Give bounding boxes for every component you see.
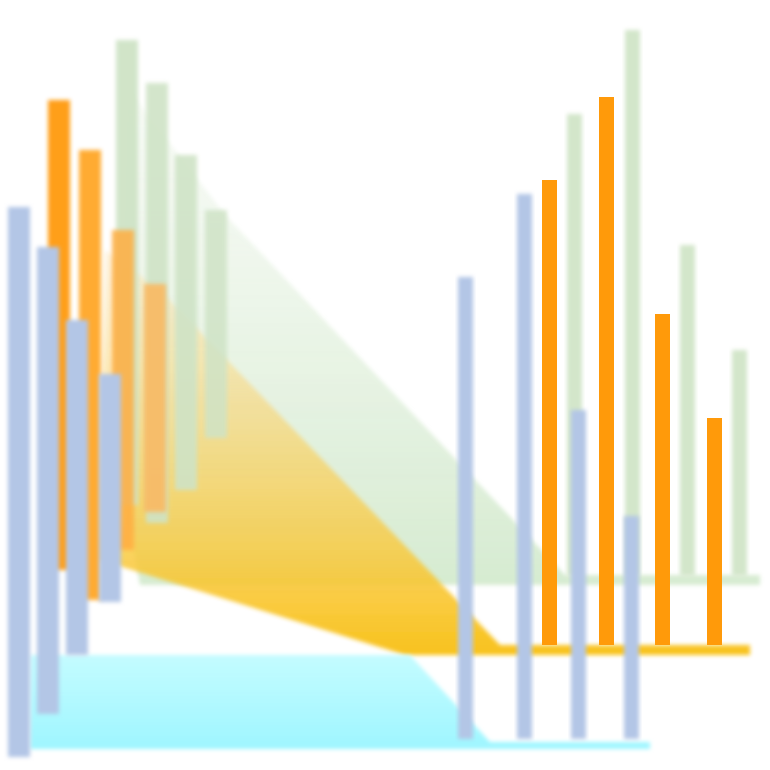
left-green-bar-3	[175, 155, 197, 490]
left-blue-bar-1	[8, 207, 30, 757]
right-green-bar-4	[732, 350, 747, 576]
right-blue-bar-1	[458, 277, 473, 739]
right-green-bar-2	[625, 30, 640, 576]
left-green-bar-4	[205, 210, 227, 438]
right-orange-bar-2	[599, 97, 614, 645]
right-blue-bar-4	[624, 516, 639, 739]
right-orange-bar-4	[707, 418, 722, 645]
right-orange-bar-3	[655, 314, 670, 645]
orange-perspective-band	[100, 250, 750, 655]
right-orange-bar-1	[542, 180, 557, 645]
left-blue-bar-4	[99, 374, 121, 602]
cyan-perspective-band	[30, 655, 650, 749]
right-blue-bar-2	[517, 194, 532, 739]
left-blue-bar-2	[37, 247, 59, 714]
right-blue-bar-3	[571, 410, 586, 739]
left-orange-bar-4	[144, 284, 166, 512]
left-blue-bar-3	[66, 320, 88, 655]
right-green-bar-3	[680, 245, 695, 576]
